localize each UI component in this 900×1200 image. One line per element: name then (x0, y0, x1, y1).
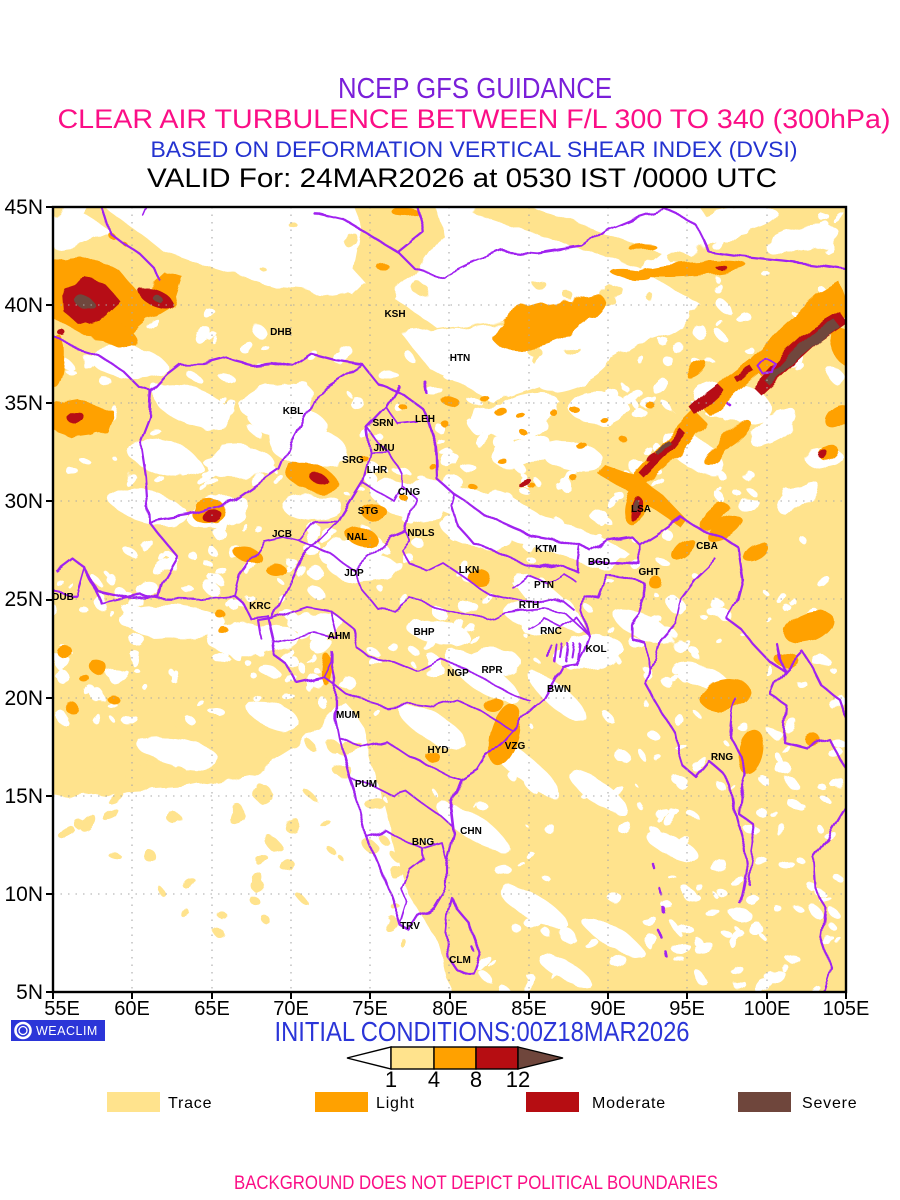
svg-text:NCEP GFS GUIDANCE: NCEP GFS GUIDANCE (338, 73, 612, 105)
svg-text:BNG: BNG (412, 837, 434, 848)
svg-text:Moderate: Moderate (592, 1095, 666, 1112)
svg-text:60E: 60E (114, 998, 150, 1020)
svg-text:RNG: RNG (711, 752, 733, 763)
svg-text:95E: 95E (669, 998, 705, 1020)
svg-text:KSH: KSH (384, 309, 405, 320)
svg-text:BGD: BGD (588, 557, 610, 568)
svg-text:LKN: LKN (459, 565, 480, 576)
svg-text:BACKGROUND DOES NOT DEPICT POL: BACKGROUND DOES NOT DEPICT POLITICAL BOU… (234, 1172, 718, 1194)
svg-text:BHP: BHP (413, 627, 434, 638)
svg-text:INITIAL CONDITIONS:00Z18MAR202: INITIAL CONDITIONS:00Z18MAR2026 (275, 1016, 690, 1047)
svg-text:CNG: CNG (398, 487, 420, 498)
svg-text:LHR: LHR (367, 465, 388, 476)
svg-text:25N: 25N (4, 588, 43, 611)
svg-text:JCB: JCB (272, 529, 292, 540)
svg-text:HTN: HTN (450, 353, 471, 364)
svg-text:TRV: TRV (400, 921, 420, 932)
svg-text:NDLS: NDLS (407, 528, 435, 539)
svg-text:PUM: PUM (355, 779, 377, 790)
svg-text:45N: 45N (4, 196, 43, 219)
svg-text:VALID For: 24MAR2026 at 0530 I: VALID For: 24MAR2026 at 0530 IST /0000 U… (147, 163, 777, 193)
svg-text:20N: 20N (4, 687, 43, 710)
svg-text:75E: 75E (352, 998, 388, 1020)
svg-text:CBA: CBA (696, 541, 718, 552)
svg-text:STG: STG (358, 506, 379, 517)
svg-text:NAL: NAL (347, 532, 368, 543)
svg-text:40N: 40N (4, 294, 43, 317)
svg-text:100E: 100E (744, 998, 791, 1020)
svg-text:80E: 80E (432, 998, 468, 1020)
svg-text:KTM: KTM (535, 544, 557, 555)
svg-text:HYD: HYD (427, 745, 448, 756)
svg-text:JDP: JDP (344, 568, 364, 579)
svg-text:KBL: KBL (283, 406, 304, 417)
svg-text:GHT: GHT (638, 567, 659, 578)
svg-text:35N: 35N (4, 392, 43, 415)
svg-text:VZG: VZG (505, 741, 526, 752)
svg-text:15N: 15N (4, 785, 43, 808)
svg-text:LEH: LEH (415, 414, 435, 425)
svg-text:RTH: RTH (519, 600, 540, 611)
svg-text:5N: 5N (16, 981, 43, 1004)
svg-text:SRN: SRN (372, 418, 393, 429)
svg-text:Severe: Severe (802, 1095, 858, 1112)
svg-text:BWN: BWN (547, 684, 571, 695)
svg-text:CHN: CHN (460, 826, 482, 837)
svg-text:8: 8 (470, 1067, 482, 1092)
svg-text:WEACLIM: WEACLIM (36, 1024, 98, 1038)
svg-text:70E: 70E (273, 998, 309, 1020)
svg-text:CLEAR AIR TURBULENCE BETWEEN F: CLEAR AIR TURBULENCE BETWEEN F/L 300 TO … (58, 104, 891, 134)
svg-text:RNC: RNC (540, 626, 562, 637)
svg-text:105E: 105E (823, 998, 870, 1020)
svg-text:55E: 55E (44, 998, 80, 1020)
svg-text:LSA: LSA (631, 504, 651, 515)
svg-text:NGP: NGP (447, 668, 469, 679)
svg-text:DUB: DUB (52, 592, 74, 603)
svg-text:30N: 30N (4, 490, 43, 513)
svg-text:10N: 10N (4, 883, 43, 906)
svg-text:BASED ON DEFORMATION VERTICAL: BASED ON DEFORMATION VERTICAL SHEAR INDE… (151, 137, 798, 162)
svg-text:MUM: MUM (336, 710, 360, 721)
svg-text:CLM: CLM (449, 955, 471, 966)
svg-text:1: 1 (385, 1067, 397, 1092)
svg-text:KRC: KRC (249, 601, 271, 612)
svg-text:4: 4 (428, 1067, 440, 1092)
svg-text:Light: Light (376, 1095, 415, 1112)
svg-text:RPR: RPR (481, 665, 503, 676)
svg-text:JMU: JMU (373, 443, 394, 454)
svg-text:KOL: KOL (585, 644, 606, 655)
svg-text:AHM: AHM (328, 631, 351, 642)
svg-text:PTN: PTN (534, 580, 554, 591)
svg-text:SRG: SRG (342, 455, 364, 466)
svg-text:85E: 85E (511, 998, 547, 1020)
svg-text:Trace: Trace (168, 1095, 212, 1112)
svg-text:DHB: DHB (270, 327, 292, 338)
svg-text:90E: 90E (590, 998, 626, 1020)
svg-text:65E: 65E (194, 998, 230, 1020)
svg-text:12: 12 (506, 1067, 530, 1092)
